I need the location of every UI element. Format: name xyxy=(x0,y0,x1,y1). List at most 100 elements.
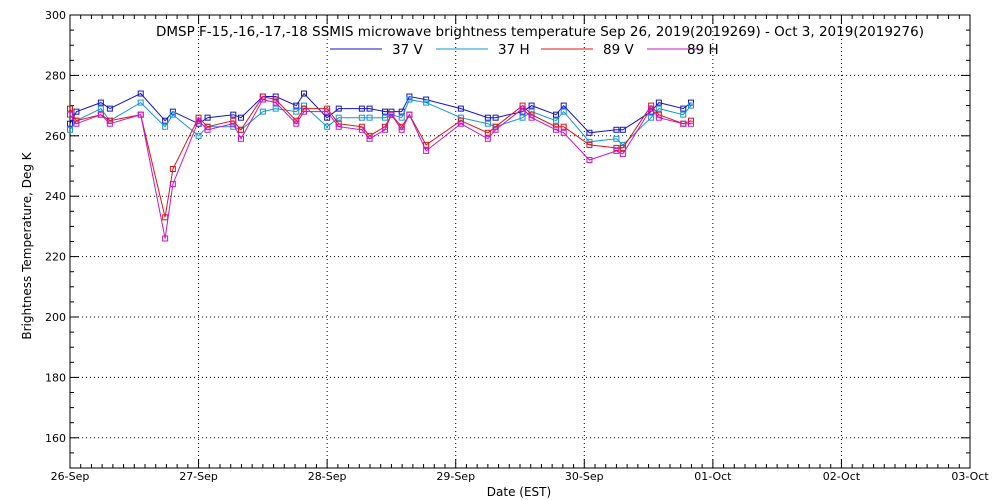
data-point-37h xyxy=(137,99,144,106)
data-point-89h xyxy=(97,111,104,118)
data-point-37v xyxy=(335,105,342,112)
data-point-89h xyxy=(301,108,307,115)
data-point-89h xyxy=(162,235,169,242)
y-tick-label: 260 xyxy=(45,130,66,143)
data-point-89h xyxy=(560,129,567,136)
data-point-37v xyxy=(457,105,464,112)
data-point-89h xyxy=(398,126,405,133)
data-point-89h xyxy=(335,123,342,130)
data-point-89v xyxy=(259,93,266,100)
data-point-37h xyxy=(648,114,655,121)
data-point-89v xyxy=(169,166,176,173)
y-tick-label: 160 xyxy=(45,432,66,445)
data-point-37v xyxy=(423,96,430,103)
data-point-37h xyxy=(680,111,687,118)
data-point-37h xyxy=(259,108,266,115)
data-point-37v xyxy=(358,105,365,112)
data-point-37v xyxy=(366,105,373,112)
x-tick-label: 03-Oct xyxy=(951,470,989,483)
data-point-89h xyxy=(688,120,694,127)
data-point-89v xyxy=(619,144,626,151)
data-point-37h xyxy=(324,123,331,130)
legend-label-37v: 37 V xyxy=(392,42,423,58)
data-point-37v xyxy=(301,90,307,97)
data-point-37h xyxy=(423,99,430,106)
data-point-89h xyxy=(484,135,491,142)
data-point-37h xyxy=(688,102,694,109)
data-point-89v xyxy=(358,123,365,130)
data-point-89h xyxy=(106,120,113,127)
data-point-89h xyxy=(457,120,464,127)
data-point-89v xyxy=(238,126,244,133)
y-tick-label: 180 xyxy=(45,371,66,384)
data-point-89h xyxy=(492,126,499,133)
data-point-89h xyxy=(528,114,535,121)
data-point-89v xyxy=(67,105,73,112)
data-point-37h xyxy=(272,105,279,112)
data-point-37h xyxy=(553,117,559,124)
data-point-89h xyxy=(423,147,430,154)
data-point-89h xyxy=(388,111,395,118)
data-point-37v xyxy=(162,117,169,124)
data-point-89v xyxy=(586,141,593,148)
data-point-37v xyxy=(293,102,300,109)
data-point-37v xyxy=(680,105,687,112)
data-point-37v xyxy=(137,90,144,97)
data-point-37v xyxy=(382,108,388,115)
data-point-37v xyxy=(553,111,559,118)
data-point-89h xyxy=(195,117,202,124)
data-point-89v xyxy=(272,96,279,103)
data-point-89h xyxy=(293,120,300,127)
data-point-37v xyxy=(613,126,620,133)
data-point-37v xyxy=(324,114,331,121)
data-point-89h xyxy=(382,126,388,133)
data-point-37v xyxy=(528,102,535,109)
data-point-89h xyxy=(613,147,620,154)
series-89h xyxy=(67,96,694,242)
data-point-89v xyxy=(560,123,567,130)
data-point-37h xyxy=(97,105,104,112)
data-point-89h xyxy=(324,108,331,115)
legend-label-37h: 37 H xyxy=(498,42,530,58)
data-point-89h xyxy=(358,126,365,133)
data-point-37v xyxy=(67,120,73,127)
x-tick-label: 01-Oct xyxy=(694,470,732,483)
data-point-37h xyxy=(293,108,300,115)
data-point-37v xyxy=(230,111,237,118)
x-tick-label: 30-Sep xyxy=(565,470,604,483)
series-line-89h xyxy=(69,99,691,239)
data-point-37h xyxy=(382,114,388,121)
data-point-37v xyxy=(655,99,662,106)
data-point-37h xyxy=(484,120,491,127)
data-point-89h xyxy=(230,120,237,127)
data-point-37v xyxy=(586,129,593,136)
x-tick-label: 27-Sep xyxy=(179,470,218,483)
data-point-37v xyxy=(204,114,211,121)
data-point-37h xyxy=(655,105,662,112)
data-point-89h xyxy=(680,120,687,127)
series-line-89v xyxy=(69,95,692,218)
y-tick-label: 220 xyxy=(45,251,66,264)
data-point-37h xyxy=(519,114,526,121)
data-point-37v xyxy=(492,114,499,121)
data-point-89h xyxy=(406,111,413,118)
data-point-37v xyxy=(619,126,626,133)
data-point-37h xyxy=(195,132,202,139)
y-tick-label: 280 xyxy=(45,69,66,82)
data-point-37h xyxy=(560,108,567,115)
data-point-37v xyxy=(73,108,80,115)
data-point-89h xyxy=(73,120,80,127)
data-point-89h xyxy=(67,111,73,118)
x-tick-label: 26-Sep xyxy=(51,470,90,483)
axes: 160 180 200 220 240 260 280 300 26-Sep 27-Sep 28-S… xyxy=(45,9,989,483)
data-point-37v xyxy=(688,99,694,106)
legend: 37 V 37 H 89 V 89 H xyxy=(330,42,719,58)
data-point-37v xyxy=(106,105,113,112)
data-point-37h xyxy=(169,111,176,118)
data-point-37v xyxy=(406,93,413,100)
data-series xyxy=(67,90,694,242)
legend-label-89v: 89 V xyxy=(603,42,634,58)
data-point-89h xyxy=(238,135,244,142)
data-point-37v xyxy=(97,99,104,106)
